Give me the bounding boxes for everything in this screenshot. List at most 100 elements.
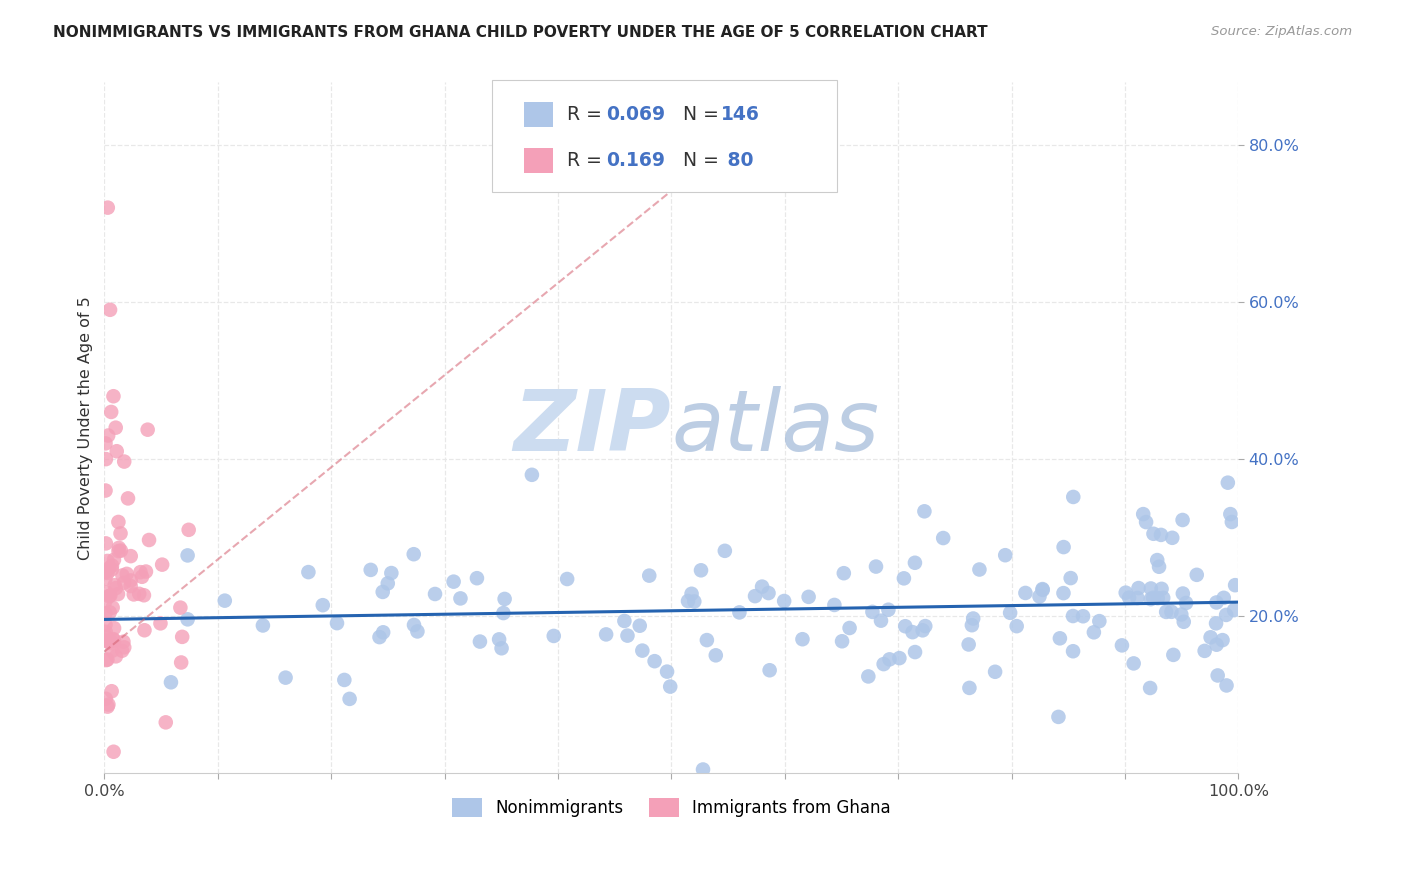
Point [170,656,193,670]
Point [108,541,131,555]
Text: atlas: atlas [671,386,879,469]
Point [169,600,191,615]
Point [862,605,884,619]
Point [100,405,122,419]
Point [176,612,198,626]
Point [132,588,155,602]
Point [134,624,156,638]
Point [690,563,713,577]
Point [97,589,120,603]
Point [131,570,153,584]
Point [838,621,860,635]
Point [155,715,177,730]
Point [368,630,391,644]
Point [555,572,578,586]
Point [97,201,120,215]
Point [465,571,488,585]
Point [1028,590,1050,604]
Point [1111,639,1133,653]
Point [1163,648,1185,662]
Point [1118,591,1140,605]
Point [681,587,703,601]
Point [994,548,1017,562]
Point [1171,586,1194,600]
Point [912,504,935,518]
Point [1194,644,1216,658]
Point [326,616,349,631]
Point [149,616,172,631]
Point [1115,585,1137,599]
Point [112,634,135,648]
Point [112,454,135,468]
Point [107,515,129,529]
Point [889,651,911,665]
Text: 0.069: 0.069 [606,104,665,124]
Point [103,745,125,759]
Point [904,645,927,659]
Point [1146,591,1168,606]
Point [1047,710,1070,724]
Point [94,436,117,450]
Point [655,665,678,679]
Point [94,536,117,550]
Text: N =: N = [683,151,725,170]
Point [1071,609,1094,624]
Point [98,561,121,575]
Point [380,566,402,580]
Point [1171,513,1194,527]
Point [728,606,751,620]
Point [103,389,125,403]
Point [1199,630,1222,644]
Point [333,673,356,687]
Point [613,614,636,628]
Point [96,652,118,666]
Point [1219,507,1241,521]
Point [1154,605,1177,619]
Point [96,653,118,667]
Point [1146,553,1168,567]
Point [97,428,120,442]
Point [402,618,425,632]
Point [1088,614,1111,628]
Point [94,691,117,706]
Point [865,559,887,574]
Point [104,578,127,592]
Point [894,619,917,633]
Point [115,566,138,581]
Point [98,302,121,317]
Point [105,444,128,458]
Point [1170,607,1192,622]
Point [1185,567,1208,582]
Point [274,671,297,685]
Point [120,549,142,563]
Point [94,633,117,648]
Point [1205,638,1227,652]
Text: 0.169: 0.169 [606,151,665,170]
Point [1031,582,1053,596]
Point [1206,668,1229,682]
Point [1062,490,1084,504]
Point [1212,591,1234,605]
Text: ZIP: ZIP [513,386,671,469]
Point [96,554,118,568]
Point [101,558,124,573]
Point [901,625,924,640]
Point [406,624,429,639]
Point [94,624,117,639]
Point [714,544,737,558]
Point [1140,582,1163,596]
Point [104,420,127,434]
Point [377,576,399,591]
Point [616,629,638,643]
Point [101,600,124,615]
Point [100,634,122,648]
Point [1152,591,1174,605]
Point [758,586,780,600]
Point [1122,657,1144,671]
Point [107,587,129,601]
Point [160,675,183,690]
Point [94,629,117,643]
Text: 146: 146 [721,104,761,124]
Point [914,619,936,633]
Point [122,587,145,601]
